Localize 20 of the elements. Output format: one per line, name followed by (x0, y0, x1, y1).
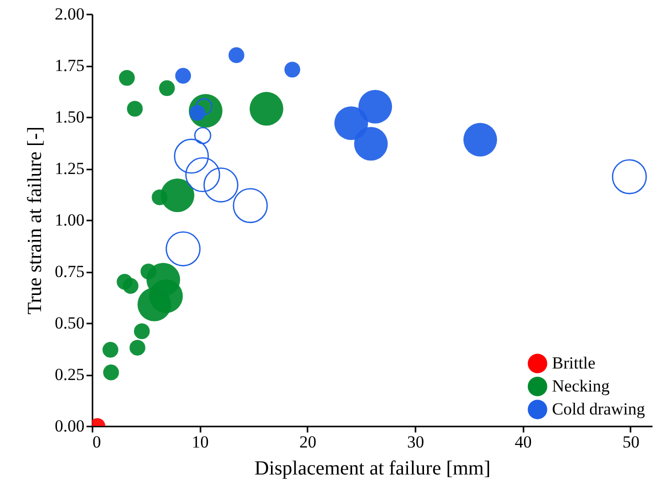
y-tick-label: 0.75 (54, 262, 84, 281)
x-tick-label: 50 (622, 432, 640, 452)
x-tick-label: 10 (192, 432, 209, 452)
y-axis-title: True strain at failure [-] (24, 126, 46, 315)
legend-label: Brittle (552, 354, 596, 372)
y-tick-label: 0.00 (54, 416, 84, 436)
y-tick-label: 1.25 (54, 159, 84, 178)
x-tick-label: 0 (92, 432, 101, 452)
legend-label: Necking (552, 376, 610, 396)
x-tick-label: 40 (514, 432, 532, 452)
y-tick-label: 0.25 (54, 365, 84, 384)
x-tick-label: 20 (299, 432, 316, 452)
y-tick-label: 0.50 (54, 314, 84, 332)
legend-label: Cold drawing (552, 400, 646, 418)
y-tick-label: 1.75 (54, 56, 84, 75)
x-tick-label: 30 (407, 432, 424, 452)
y-tick-label: 1.00 (54, 210, 84, 230)
y-tick-label: 2.00 (54, 4, 84, 24)
x-axis-title: Displacement at failure [mm] (254, 458, 491, 480)
y-tick-label: 1.50 (54, 108, 84, 126)
